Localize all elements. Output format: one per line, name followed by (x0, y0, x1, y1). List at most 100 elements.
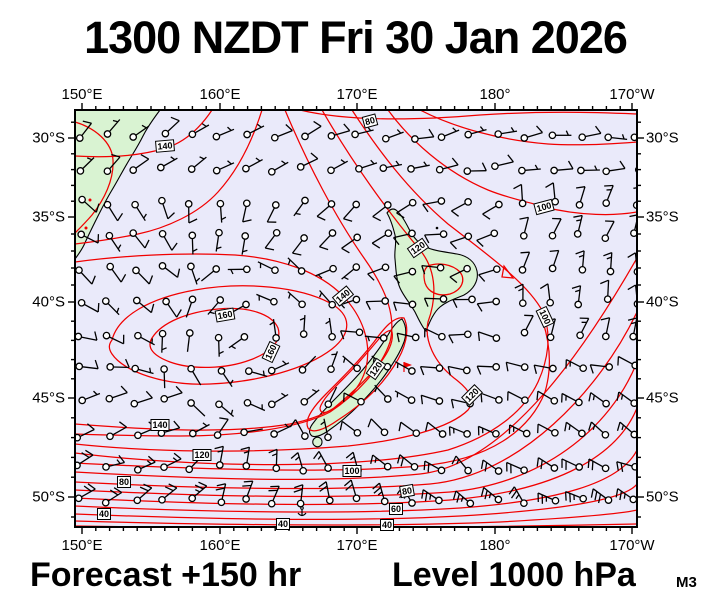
barb-staff (315, 269, 331, 277)
lon-label-top: 160°E (199, 86, 241, 103)
station-circle (353, 428, 362, 437)
barb-staff (109, 119, 121, 132)
barb-staff (219, 206, 223, 223)
barb-full (82, 120, 92, 124)
wind-barb (131, 200, 147, 222)
barb-staff (300, 484, 304, 501)
station-circle (578, 133, 587, 142)
barb-staff (478, 425, 494, 434)
barb-full (620, 462, 624, 473)
barb-staff (166, 392, 183, 399)
station-circle (495, 396, 503, 404)
station-circle (575, 463, 584, 471)
barb-half (116, 459, 121, 464)
barb-full (167, 212, 175, 220)
barb-staff (582, 250, 585, 267)
barb-full (392, 237, 400, 246)
wind-barb (364, 334, 388, 342)
barb-full (513, 183, 522, 190)
height-contour (75, 121, 114, 234)
barb-full (481, 162, 487, 171)
wind-barb (75, 359, 99, 371)
wind-barb (590, 488, 613, 504)
station-circle (187, 262, 195, 271)
barb-staff (79, 428, 95, 437)
wind-barb (160, 385, 183, 403)
barb-staff (108, 207, 119, 222)
barb-staff (219, 128, 235, 136)
barb-half (161, 347, 167, 351)
station-circle (492, 363, 501, 371)
wind-barb (289, 419, 309, 440)
station-circle (271, 266, 279, 275)
station-circle (75, 332, 83, 341)
station-circle (383, 395, 392, 403)
station-circle (134, 331, 142, 340)
barb-full (617, 356, 620, 366)
wind-barb (561, 392, 583, 407)
wind-barb (103, 153, 121, 176)
wind-barb (75, 423, 95, 442)
barb-staff (616, 461, 633, 467)
barb-full (341, 247, 350, 254)
wind-barb (160, 452, 182, 472)
station-circle (300, 234, 308, 242)
station-circle (158, 196, 166, 205)
barb-full (345, 483, 353, 491)
barb-full (265, 247, 275, 251)
wind-barb (75, 483, 96, 503)
height-contour (108, 285, 348, 385)
wind-barb (313, 451, 332, 472)
station-circle (494, 130, 503, 138)
barb-full (113, 487, 123, 494)
barb-half (515, 494, 520, 500)
wind-barb (602, 160, 626, 176)
barb-staff (81, 336, 98, 341)
station-circle (129, 229, 138, 237)
barb-half (534, 164, 539, 170)
wind-barb (508, 486, 528, 508)
barb-half (199, 156, 205, 160)
barb-staff (107, 302, 120, 316)
barb-full (520, 251, 530, 254)
wind-barb (424, 327, 446, 341)
barb-half (565, 130, 569, 136)
station-circle (101, 297, 110, 305)
barb-full (85, 449, 94, 456)
barb-full (117, 212, 124, 222)
station-circle (494, 495, 503, 504)
wind-barb (425, 421, 447, 438)
barb-staff (139, 487, 153, 499)
barb-staff (135, 158, 150, 169)
height-contour (423, 263, 464, 296)
barb-full (424, 234, 430, 244)
barb-half (518, 288, 524, 292)
station-circle (579, 494, 588, 503)
barb-staff (585, 132, 602, 138)
station-circle (407, 396, 416, 404)
barb-full (170, 116, 180, 122)
barb-staff (442, 164, 459, 170)
barb-full (450, 399, 455, 409)
station-circle (299, 330, 308, 338)
wind-barb (507, 391, 529, 405)
barb-full (373, 486, 382, 494)
barb-full (145, 390, 153, 399)
barb-full (421, 265, 426, 275)
station-circle (464, 198, 472, 206)
station-circle (77, 230, 86, 239)
wind-barb (561, 458, 584, 471)
wind-barb (394, 390, 416, 404)
barb-full (476, 365, 482, 375)
barb-staff (161, 336, 164, 353)
wind-barb (355, 159, 378, 173)
station-circle (573, 230, 582, 238)
station-circle (549, 364, 557, 373)
barb-staff (366, 300, 383, 303)
lon-label-top: 150°E (61, 86, 103, 103)
wind-barb (106, 262, 127, 283)
station-circle (435, 496, 443, 505)
wind-barb (398, 421, 421, 438)
barb-half (488, 493, 492, 499)
wind-barb (379, 160, 403, 172)
